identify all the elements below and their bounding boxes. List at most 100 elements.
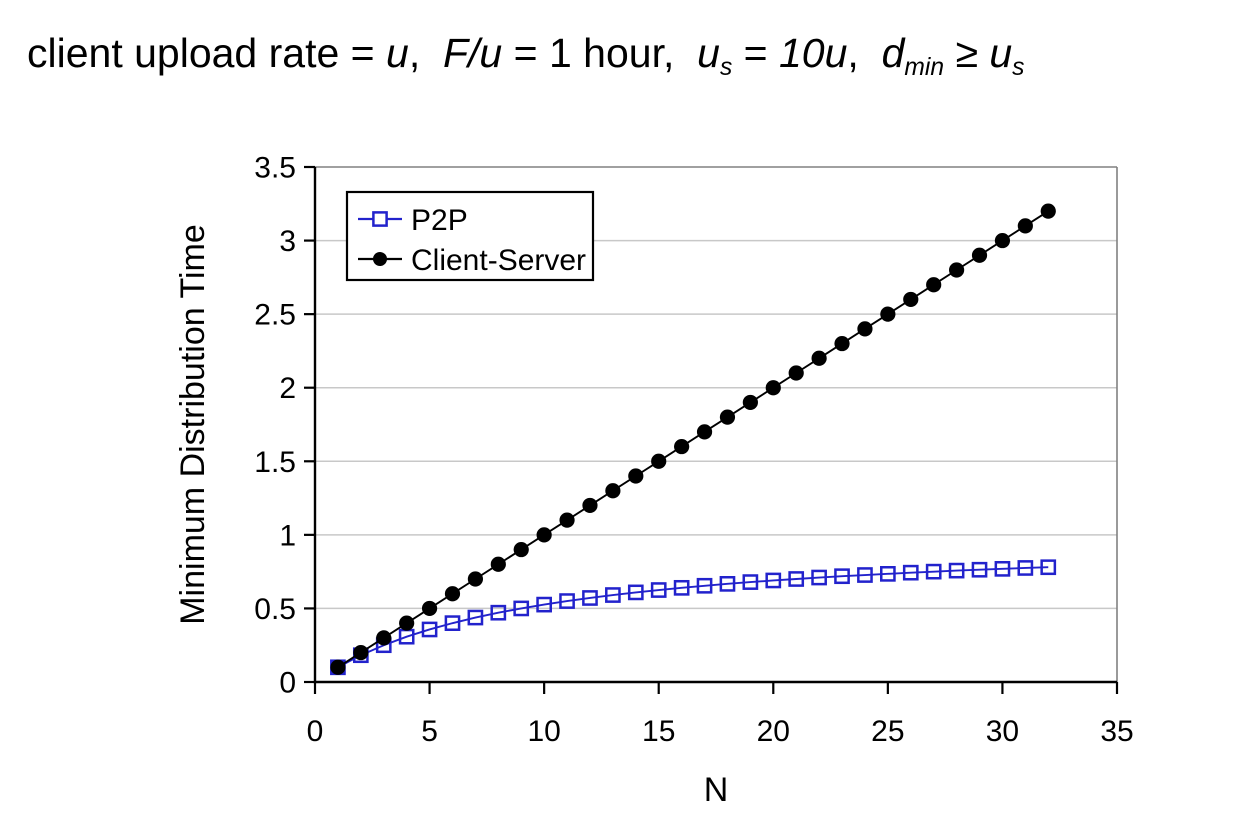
client-server-marker bbox=[1040, 203, 1056, 219]
p2p-marker bbox=[857, 567, 873, 583]
p2p-marker bbox=[536, 596, 552, 613]
title-segment: , bbox=[408, 30, 443, 76]
client-server-marker bbox=[788, 365, 804, 381]
legend-label: P2P bbox=[411, 204, 468, 237]
client-server-marker bbox=[719, 409, 736, 425]
y-tick-label: 3 bbox=[279, 225, 296, 258]
p2p-marker bbox=[490, 604, 507, 621]
series-p2p bbox=[330, 559, 1057, 676]
p2p-marker bbox=[971, 561, 988, 578]
title-segment: ≥ bbox=[944, 30, 990, 76]
client-server-marker bbox=[696, 424, 713, 440]
p2p-marker bbox=[696, 577, 713, 594]
x-tick-label: 30 bbox=[986, 715, 1019, 748]
title-segment: s bbox=[719, 54, 733, 82]
client-server-marker bbox=[811, 350, 827, 366]
axes bbox=[313, 167, 1117, 684]
client-server-marker bbox=[444, 586, 461, 602]
title-segment: F/u bbox=[443, 30, 503, 76]
legend-box bbox=[345, 190, 595, 282]
client-server-marker bbox=[467, 571, 483, 587]
plot-frame bbox=[315, 166, 1118, 682]
y-tick-label: 1 bbox=[279, 519, 296, 552]
y-tick-label: 0 bbox=[279, 667, 296, 700]
y-tick-label: 2.5 bbox=[254, 299, 296, 332]
client-server-marker bbox=[330, 659, 346, 675]
client-server-marker bbox=[994, 232, 1011, 249]
client-server-marker bbox=[628, 468, 644, 484]
title-segment: = 1 hour, bbox=[502, 30, 698, 76]
title-segment: u bbox=[989, 30, 1013, 76]
p2p-marker bbox=[742, 574, 759, 590]
x-tick-label: 35 bbox=[1100, 715, 1133, 748]
y-tick-label: 0.5 bbox=[254, 593, 296, 626]
p2p-marker bbox=[788, 571, 805, 587]
p2p-marker bbox=[948, 562, 965, 579]
client-server-marker bbox=[765, 380, 781, 396]
client-server-marker bbox=[949, 262, 965, 278]
title-segment: u bbox=[386, 30, 409, 76]
chart-title: client upload rate = u, F/u = 1 hour, us… bbox=[27, 30, 1024, 82]
y-tick-label: 2 bbox=[279, 372, 296, 405]
client-server-marker bbox=[674, 438, 690, 455]
p2p-marker bbox=[1017, 560, 1034, 576]
x-tick-label: 15 bbox=[642, 715, 675, 748]
x-tick-label: 0 bbox=[307, 715, 324, 748]
title-segment: , bbox=[847, 30, 882, 76]
client-server-marker bbox=[490, 556, 506, 572]
client-server-marker bbox=[880, 306, 896, 322]
title-segment: u bbox=[697, 30, 720, 76]
p2p-marker bbox=[902, 564, 919, 581]
p2p-marker bbox=[605, 587, 621, 603]
x-tick-label: 20 bbox=[757, 715, 790, 748]
y-axis-title: Minimum Distribution Time bbox=[174, 224, 212, 625]
p2p-marker bbox=[467, 609, 484, 626]
p2p-marker bbox=[513, 600, 530, 617]
p2p-marker bbox=[627, 584, 644, 601]
axis-titles: N Minimum Distribution Time bbox=[174, 224, 728, 809]
legend-marker-circle bbox=[373, 252, 387, 266]
x-axis-title: N bbox=[704, 771, 729, 809]
p2p-marker bbox=[994, 560, 1011, 577]
title-segment: 10u bbox=[778, 30, 848, 76]
legend-marker-square bbox=[372, 211, 388, 227]
client-server-marker bbox=[1017, 218, 1033, 234]
client-server-marker bbox=[857, 321, 873, 337]
axis-ticks: 0 0.5 1 1.5 2 2.5 3 3.5 0 5 10 15 20 25 30 35 bbox=[254, 152, 1133, 749]
client-server-marker bbox=[903, 291, 919, 308]
client-server-marker bbox=[559, 512, 575, 528]
title-segment: = bbox=[732, 30, 779, 76]
p2p-marker bbox=[880, 566, 896, 582]
client-server-marker bbox=[971, 247, 988, 263]
client-server-marker bbox=[399, 615, 415, 631]
p2p-marker bbox=[559, 593, 575, 609]
client-server-marker bbox=[353, 644, 369, 661]
title-segment: min bbox=[904, 54, 945, 82]
p2p-marker bbox=[650, 582, 667, 598]
title-segment: s bbox=[1012, 54, 1025, 82]
p2p-marker bbox=[811, 569, 827, 586]
p2p-marker bbox=[834, 568, 850, 585]
title-segment: client upload rate = bbox=[27, 30, 386, 76]
client-server-marker bbox=[834, 335, 850, 352]
p2p-marker bbox=[719, 576, 736, 592]
p2p-marker bbox=[421, 621, 438, 638]
series-client-server bbox=[330, 203, 1056, 675]
legend-label: Client-Server bbox=[411, 244, 586, 277]
client-server-marker bbox=[926, 277, 942, 293]
legend: P2P Client-Server bbox=[345, 190, 595, 282]
x-tick-label: 10 bbox=[527, 715, 560, 748]
y-tick-label: 3.5 bbox=[254, 152, 296, 185]
x-tick-label: 5 bbox=[421, 715, 438, 748]
client-server-marker bbox=[742, 394, 758, 411]
p2p-marker bbox=[582, 590, 598, 606]
p2p-marker bbox=[1040, 559, 1057, 576]
client-server-marker bbox=[376, 630, 392, 646]
client-server-marker bbox=[536, 527, 552, 543]
p2p-marker bbox=[444, 615, 461, 631]
p2p-marker bbox=[765, 572, 782, 589]
client-server-marker bbox=[605, 483, 621, 499]
p2p-line bbox=[337, 566, 1049, 669]
title-segment: d bbox=[881, 30, 905, 76]
